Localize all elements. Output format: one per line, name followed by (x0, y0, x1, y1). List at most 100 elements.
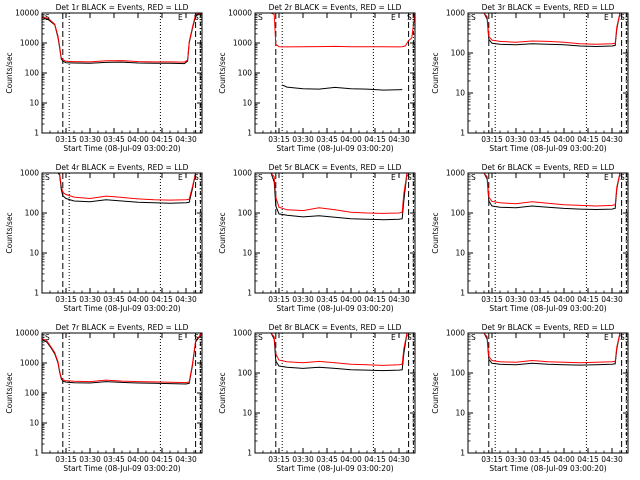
x-tick-label: 03:45 (103, 295, 125, 304)
y-axis-label: Counts/sec (5, 212, 14, 253)
series-events-black (255, 172, 415, 221)
chart-panel-8: Det 8r BLACK = Events, RED = LLD Counts/s… (218, 323, 416, 473)
y-tick-label: 1 (460, 129, 465, 138)
plot-frame (467, 332, 629, 454)
y-tick-label: 10 (29, 419, 39, 428)
y-tick-label: 10 (29, 249, 39, 258)
x-tick-label: 03:15 (268, 455, 290, 464)
x-tick-label: 03:45 (103, 135, 125, 144)
marker-s-left: S (471, 173, 476, 182)
series-events-black (255, 332, 415, 372)
x-tick-label: 04:30 (175, 455, 197, 464)
x-tick-label: 04:00 (553, 295, 575, 304)
y-tick-label: 10000 (15, 9, 39, 18)
y-tick-label: 1000 (20, 169, 39, 178)
plot-frame (254, 12, 416, 134)
x-tick-label: 04:15 (364, 135, 386, 144)
y-tick-label: 10 (242, 409, 252, 418)
x-tick-label: 04:00 (127, 135, 149, 144)
y-tick-label: 100 (238, 209, 253, 218)
marker-s-right: S (194, 173, 199, 182)
x-tick-label: 03:15 (481, 455, 503, 464)
y-tick-label: 1 (34, 289, 39, 298)
y-tick-label: 1 (34, 449, 39, 458)
x-tick-label: 04:15 (577, 295, 599, 304)
y-tick-label: 1000 (446, 169, 465, 178)
x-axis-label: Start Time (08-Jul-09 03:00:20) (276, 304, 393, 313)
y-tick-label: 100 (451, 369, 466, 378)
x-tick-label: 04:15 (151, 135, 173, 144)
x-tick-label: 04:30 (388, 135, 410, 144)
chart-title: Det 4r BLACK = Events, RED = LLD (56, 163, 189, 172)
x-tick-label: 03:45 (529, 295, 551, 304)
marker-s-right: S (407, 173, 412, 182)
series-lld-red (255, 172, 415, 214)
y-axis-label: Counts/sec (218, 212, 227, 253)
y-tick-label: 100 (238, 69, 253, 78)
y-tick-label: 1000 (20, 359, 39, 368)
marker-s-right: S (407, 13, 412, 22)
chart-title: Det 8r BLACK = Events, RED = LLD (269, 323, 402, 332)
y-tick-label: 100 (238, 369, 253, 378)
x-axis-label: Start Time (08-Jul-09 03:00:20) (63, 304, 180, 313)
chart-title: Det 7r BLACK = Events, RED = LLD (56, 323, 189, 332)
y-tick-label: 1 (247, 129, 252, 138)
plot-frame (41, 332, 203, 454)
x-tick-label: 04:30 (388, 455, 410, 464)
x-tick-label: 03:30 (505, 455, 527, 464)
series-lld-red (255, 332, 415, 366)
x-tick-label: 03:45 (529, 455, 551, 464)
marker-s-right: S (620, 173, 625, 182)
x-tick-label: 04:30 (175, 135, 197, 144)
chart-panel-9: Det 9r BLACK = Events, RED = LLD Counts/s… (431, 323, 629, 473)
marker-e: E (604, 173, 609, 182)
x-tick-label: 04:15 (151, 295, 173, 304)
y-tick-label: 1000 (446, 9, 465, 18)
marker-e: E (391, 173, 396, 182)
x-axis-label: Start Time (08-Jul-09 03:00:20) (489, 144, 606, 153)
marker-s-right: S (620, 333, 625, 342)
series-lld-red (468, 332, 628, 364)
x-tick-label: 04:00 (340, 455, 362, 464)
y-tick-label: 1000 (20, 39, 39, 48)
plot-frame (41, 172, 203, 294)
y-tick-label: 10 (455, 89, 465, 98)
x-tick-label: 04:15 (577, 135, 599, 144)
x-axis-label: Start Time (08-Jul-09 03:00:20) (489, 304, 606, 313)
y-tick-label: 100 (451, 209, 466, 218)
x-tick-label: 04:00 (553, 135, 575, 144)
x-tick-label: 03:45 (316, 295, 338, 304)
y-tick-label: 100 (25, 389, 40, 398)
x-tick-label: 03:45 (316, 455, 338, 464)
marker-s-left: S (45, 13, 50, 22)
series-lld-red (468, 12, 628, 45)
y-tick-label: 10000 (15, 329, 39, 338)
x-tick-label: 03:15 (481, 135, 503, 144)
chart-title: Det 6r BLACK = Events, RED = LLD (482, 163, 615, 172)
marker-e: E (604, 13, 609, 22)
chart-title: Det 1r BLACK = Events, RED = LLD (56, 3, 189, 12)
x-axis-label: Start Time (08-Jul-09 03:00:20) (63, 464, 180, 473)
x-tick-label: 04:30 (388, 295, 410, 304)
marker-e: E (391, 333, 396, 342)
x-tick-label: 03:30 (505, 295, 527, 304)
x-tick-label: 03:45 (316, 135, 338, 144)
y-axis-label: Counts/sec (431, 372, 440, 413)
chart-title: Det 9r BLACK = Events, RED = LLD (482, 323, 615, 332)
y-tick-label: 1000 (233, 329, 252, 338)
marker-s-right: S (407, 333, 412, 342)
y-tick-label: 1 (460, 449, 465, 458)
chart-title: Det 2r BLACK = Events, RED = LLD (269, 3, 402, 12)
marker-s-right: S (194, 333, 199, 342)
x-tick-label: 03:15 (481, 295, 503, 304)
x-tick-label: 03:30 (79, 455, 101, 464)
x-tick-label: 03:15 (55, 455, 77, 464)
y-tick-label: 1000 (233, 39, 252, 48)
marker-s-right: S (194, 13, 199, 22)
x-tick-label: 03:30 (505, 135, 527, 144)
x-tick-label: 04:15 (577, 455, 599, 464)
y-axis-label: Counts/sec (218, 52, 227, 93)
x-tick-label: 04:30 (601, 455, 623, 464)
marker-s-left: S (258, 333, 263, 342)
